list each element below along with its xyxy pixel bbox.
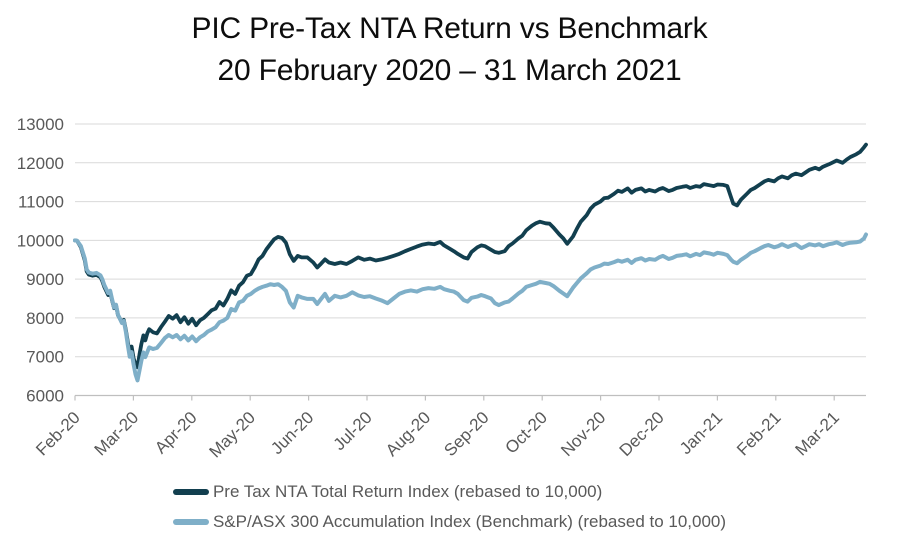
x-axis-tick-label: Jul-20	[330, 408, 376, 454]
benchmark-line-swatch-icon	[172, 518, 209, 525]
x-axis-tick-label: Dec-20	[616, 408, 668, 460]
chart-title: PIC Pre-Tax NTA Return vs Benchmark 20 F…	[0, 8, 899, 92]
legend-label-nta: Pre Tax NTA Total Return Index (rebased …	[212, 481, 603, 501]
y-axis-tick-label: 8000	[26, 309, 64, 328]
chart-title-line1: PIC Pre-Tax NTA Return vs Benchmark	[191, 12, 708, 45]
x-axis-tick-label: Aug-20	[382, 408, 434, 460]
x-axis-tick-label: Jan-21	[676, 408, 726, 458]
chart-legend-rows: Pre Tax NTA Total Return Index (rebased …	[172, 481, 727, 542]
x-axis-tick-label: Mar-21	[792, 408, 844, 460]
chart-title-line2: 20 February 2020 – 31 March 2021	[217, 54, 682, 87]
x-axis-tick-label: Feb-21	[733, 408, 785, 460]
y-axis-tick-label: 7000	[26, 348, 64, 367]
x-axis-tick-label: Feb-20	[32, 408, 84, 460]
chart-legend: Pre Tax NTA Total Return Index (rebased …	[0, 482, 899, 542]
y-axis-tick-label: 6000	[26, 387, 64, 406]
x-axis-tick-label: May-20	[206, 408, 260, 462]
nta-line-swatch-icon	[172, 488, 209, 495]
x-axis-tick-label: Apr-20	[151, 408, 201, 458]
benchmark-series-line	[73, 232, 868, 383]
x-axis-tick-label: Oct-20	[502, 408, 552, 458]
x-axis-tick-label: Nov-20	[557, 408, 609, 460]
legend-item-nta: Pre Tax NTA Total Return Index (rebased …	[172, 481, 726, 501]
x-axis-tick-label: Jun-20	[267, 408, 317, 458]
y-axis-tick-label: 9000	[26, 270, 64, 289]
legend-label-benchmark: S&P/ASX 300 Accumulation Index (Benchmar…	[212, 511, 727, 531]
y-axis-tick-label: 11000	[18, 193, 64, 212]
x-axis-tick-label: Sep-20	[440, 408, 492, 460]
x-axis-tick-label: Mar-20	[91, 408, 143, 460]
nta-series-line	[73, 142, 868, 370]
y-axis-tick-label: 10000	[17, 231, 64, 250]
legend-item-benchmark: S&P/ASX 300 Accumulation Index (Benchmar…	[172, 511, 727, 531]
y-axis-tick-label: 13000	[17, 115, 64, 134]
y-axis-tick-label: 12000	[17, 154, 64, 173]
